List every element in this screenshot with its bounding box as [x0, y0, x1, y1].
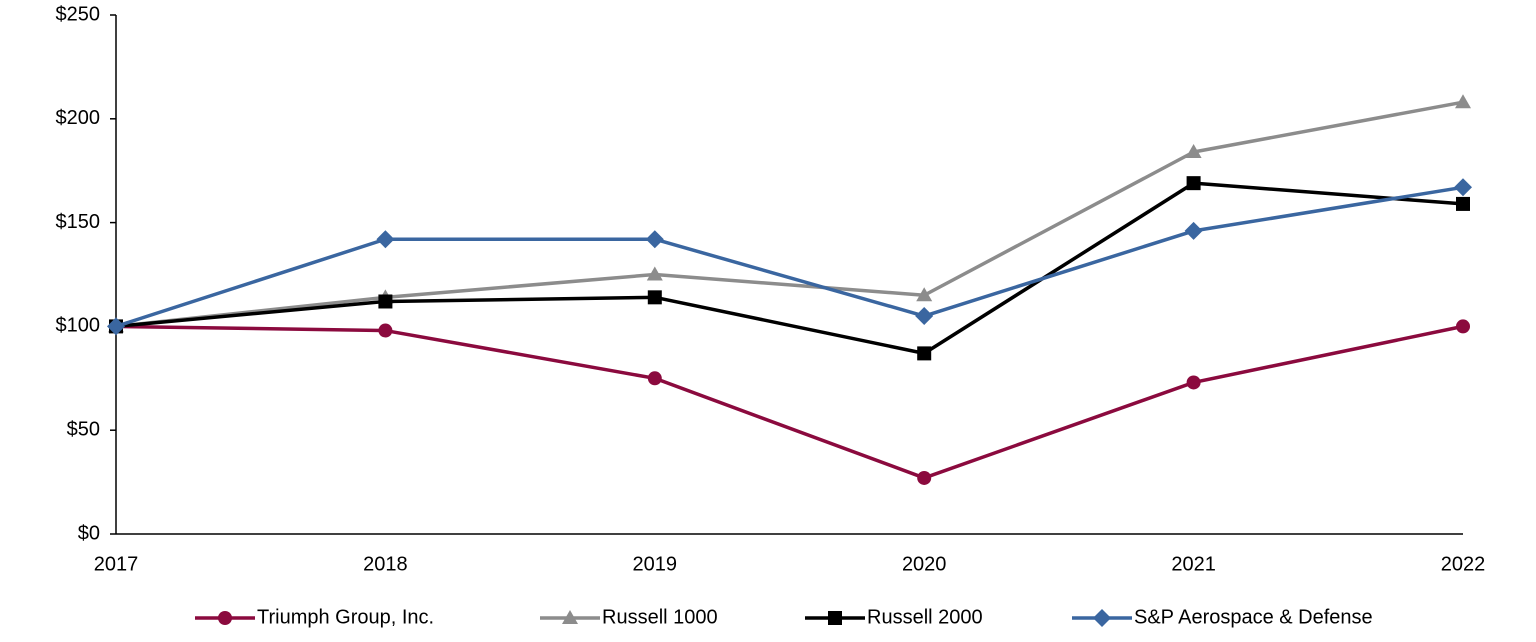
- marker: [378, 323, 393, 338]
- x-tick-label: 2019: [633, 553, 678, 575]
- marker: [645, 230, 664, 249]
- y-tick-label: $100: [56, 315, 101, 337]
- marker: [1455, 94, 1471, 109]
- x-tick-label: 2020: [902, 553, 947, 575]
- marker: [1093, 609, 1111, 627]
- y-tick-label: $150: [56, 211, 101, 233]
- legend-label: Russell 1000: [602, 606, 718, 628]
- legend-label: Russell 2000: [867, 606, 983, 628]
- marker: [1184, 221, 1203, 240]
- y-tick-label: $250: [56, 3, 101, 25]
- marker: [917, 346, 932, 361]
- marker: [916, 287, 933, 302]
- marker: [828, 611, 842, 625]
- marker: [1186, 176, 1201, 191]
- marker: [1456, 196, 1470, 211]
- marker: [646, 266, 663, 281]
- x-tick-label: 2018: [363, 553, 408, 575]
- y-tick-label: $0: [78, 522, 100, 544]
- marker: [378, 294, 393, 309]
- marker: [1456, 319, 1470, 334]
- marker: [1186, 375, 1201, 390]
- marker: [218, 611, 232, 625]
- marker: [647, 290, 662, 305]
- marker: [562, 610, 578, 624]
- legend-label: S&P Aerospace & Defense: [1134, 606, 1373, 628]
- marker: [1454, 178, 1472, 197]
- y-tick-label: $50: [67, 418, 100, 440]
- marker: [917, 470, 932, 485]
- marker: [915, 307, 934, 326]
- series-line: [115, 185, 1464, 329]
- legend-label: Triumph Group, Inc.: [257, 606, 434, 628]
- x-tick-label: 2017: [94, 553, 139, 575]
- marker: [647, 371, 662, 386]
- series-line: [115, 324, 1464, 480]
- y-tick-label: $200: [56, 107, 101, 129]
- series-line: [115, 100, 1464, 329]
- marker: [107, 317, 125, 336]
- marker: [376, 230, 395, 249]
- marker: [1185, 144, 1202, 159]
- series-line: [115, 181, 1464, 356]
- x-tick-label: 2022: [1441, 553, 1486, 575]
- x-tick-label: 2021: [1171, 553, 1216, 575]
